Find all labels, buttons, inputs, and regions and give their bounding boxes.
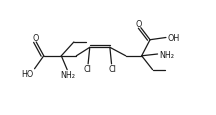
Text: NH₂: NH₂ — [160, 50, 175, 59]
Text: HO: HO — [21, 69, 33, 78]
Text: Cl: Cl — [83, 65, 91, 74]
Text: O: O — [136, 19, 142, 28]
Text: Cl: Cl — [108, 65, 116, 74]
Text: OH: OH — [168, 34, 180, 43]
Text: O: O — [32, 33, 39, 42]
Text: NH₂: NH₂ — [60, 71, 76, 80]
